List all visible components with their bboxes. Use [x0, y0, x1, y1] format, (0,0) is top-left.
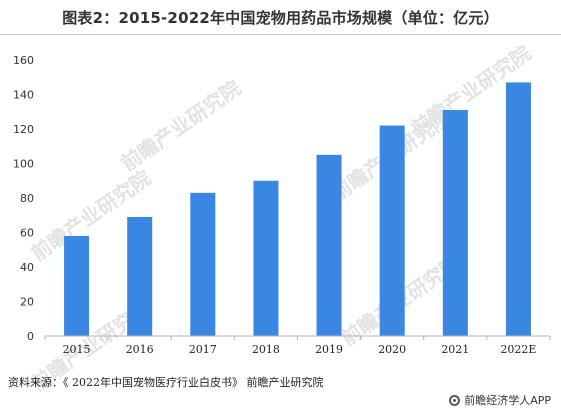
y-tick-label: 100	[13, 158, 34, 171]
y-tick-label: 160	[13, 54, 34, 67]
y-tick-label: 140	[13, 89, 34, 102]
y-tick-label: 80	[20, 192, 34, 205]
x-tick-label: 2022E	[500, 343, 536, 356]
x-tick-label: 2017	[189, 343, 217, 356]
y-tick-label: 120	[13, 123, 34, 136]
x-tick-label: 2015	[63, 343, 91, 356]
brand-label: 前瞻经济学人APP	[464, 394, 551, 407]
bar	[379, 125, 405, 336]
bar	[442, 110, 468, 337]
source-note: 资料来源：《 2022年中国宠物医疗行业白皮书》 前瞻产业研究院	[8, 376, 324, 389]
y-tick-label: 60	[20, 227, 34, 240]
bar	[127, 216, 153, 336]
y-tick-label: 0	[27, 330, 34, 343]
chart-title: 图表2：2015-2022年中国宠物用药品市场规模（单位：亿元）	[62, 9, 499, 27]
y-tick-label: 40	[20, 261, 34, 274]
bar	[190, 192, 216, 336]
bar	[253, 180, 279, 336]
x-axis-ticks: 2015 2016 2017 2018 2019 2020 2021 2022E	[44, 336, 551, 356]
x-tick-label: 2019	[315, 343, 343, 356]
brand-logo-icon	[449, 394, 461, 406]
x-tick-label: 2016	[126, 343, 154, 356]
bar	[505, 82, 531, 336]
x-tick-label: 2018	[252, 343, 280, 356]
x-tick-label: 2021	[441, 343, 469, 356]
bar	[64, 235, 90, 336]
title-divider	[0, 34, 561, 35]
y-axis-ticks: 0 20 40 60 80 100 120 140 160	[13, 54, 34, 343]
brand-mark: 前瞻经济学人APP	[449, 392, 551, 408]
bar	[316, 154, 342, 336]
bars	[64, 82, 531, 337]
y-tick-label: 20	[20, 296, 34, 309]
x-tick-label: 2020	[378, 343, 406, 356]
